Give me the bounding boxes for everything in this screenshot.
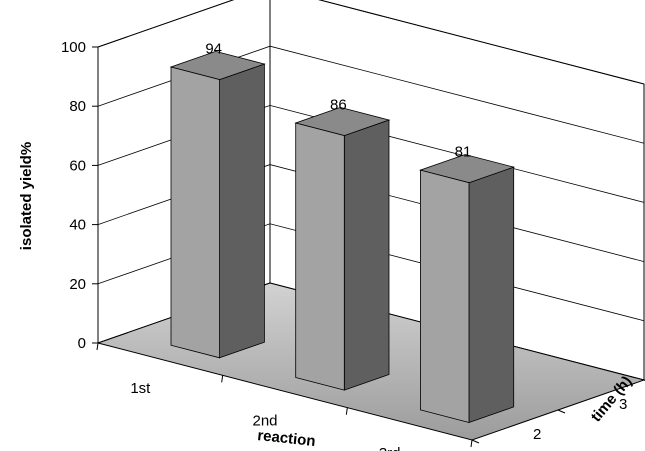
- bar-side: [468, 166, 515, 424]
- z-tick-label: 2: [533, 426, 541, 443]
- bar-side: [343, 119, 390, 391]
- bar-side: [219, 63, 265, 359]
- y-tick-label: 20: [69, 276, 86, 293]
- bar-front: [170, 66, 221, 359]
- bar-2: [294, 106, 391, 391]
- y-tick-label: 100: [61, 39, 86, 56]
- gridline: [97, 223, 645, 322]
- gridline: [97, 45, 645, 144]
- data-label: 94: [205, 40, 222, 57]
- y-tick-label: 80: [69, 98, 86, 115]
- y-tick-label: 60: [69, 157, 86, 174]
- bars: [169, 50, 516, 424]
- x-tick-mark: [470, 439, 473, 448]
- z-tick-label: 3: [619, 396, 627, 413]
- y-tick-label: 40: [69, 217, 86, 234]
- bar-front: [295, 122, 345, 391]
- x-tick-mark: [221, 375, 224, 383]
- gridline: [97, 104, 645, 203]
- x-tick-mark: [345, 407, 348, 415]
- bar-3: [419, 154, 516, 424]
- bar-front: [419, 169, 470, 424]
- z-tick-mark: [557, 409, 566, 414]
- z-tick-mark: [471, 439, 480, 444]
- y-axis-title: isolated yield%: [18, 142, 35, 250]
- data-label: 81: [455, 144, 472, 161]
- bar-1: [169, 50, 266, 359]
- x-tick-mark: [96, 342, 99, 351]
- y-tick-label: 0: [78, 335, 86, 352]
- x-axis-title: reaction: [257, 427, 317, 450]
- gridline: [97, 0, 645, 85]
- x-tick-label: 2nd: [252, 413, 277, 430]
- data-label: 86: [330, 96, 347, 113]
- gridline: [97, 164, 645, 262]
- x-tick-label: 3rd: [379, 445, 401, 451]
- x-tick-label: 1st: [130, 380, 151, 397]
- labels: 0 20 40 60 80 100 1st 2nd 3rd 2 3 94 86 81: [61, 39, 627, 451]
